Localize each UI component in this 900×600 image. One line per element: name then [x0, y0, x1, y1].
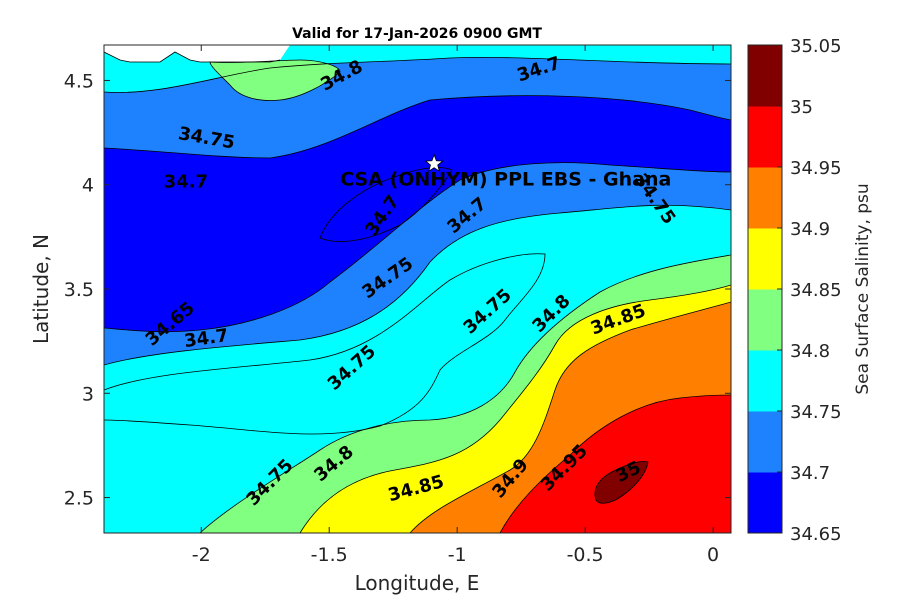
colorbar-swatch	[748, 350, 782, 412]
y-tick-label: 2.5	[64, 488, 94, 510]
band-35-00-35-05	[594, 461, 648, 504]
colorbar-tick-label: 34.75	[790, 402, 842, 423]
x-tick-label: -1	[448, 544, 467, 566]
contour-line	[319, 167, 453, 242]
colorbar-tick-label: 34.65	[790, 524, 842, 545]
colorbar-swatch	[748, 45, 782, 107]
x-axis: -2 -1.5 -1 -0.5 0	[192, 45, 719, 566]
colorbar-label: Sea Surface Salinity, psu	[853, 183, 873, 394]
x-axis-label: Longitude, E	[355, 571, 480, 595]
contour-lines	[104, 51, 731, 533]
site-label: CSA (ONHYM) PPL EBS - Ghana	[340, 168, 671, 190]
contour-line	[104, 95, 731, 159]
x-tick-label: -0.5	[567, 544, 604, 566]
contour-line	[104, 253, 546, 435]
colorbar-swatch	[748, 472, 782, 534]
no-data-region	[104, 45, 290, 62]
y-axis: 2.5 3 3.5 4 4.5	[64, 70, 731, 510]
colorbar: 34.65 34.7 34.75 34.8 34.85 34.9 34.95 35 35.05	[747, 36, 842, 545]
contour-line	[594, 461, 649, 504]
y-tick-label: 4.5	[64, 70, 94, 92]
colorbar-tick-label: 34.85	[790, 280, 842, 301]
contour-line	[299, 284, 731, 533]
x-tick-label: -1.5	[311, 544, 348, 566]
colorbar-swatch	[748, 289, 782, 351]
site-group: CSA (ONHYM) PPL EBS - Ghana	[340, 153, 671, 190]
contour-label: 34.7	[164, 172, 208, 193]
contour-bands	[104, 45, 731, 533]
y-tick-label: 3.5	[64, 279, 94, 301]
colorbar-swatch	[748, 167, 782, 229]
band-34-75-34-80-center	[104, 253, 545, 435]
band-34-65-34-70-tongue	[320, 167, 452, 242]
contour-line	[104, 51, 281, 63]
contour-line	[209, 59, 341, 101]
colorbar-tick-label: 34.8	[790, 341, 830, 362]
band-34-65-34-70-core	[104, 95, 731, 332]
band-34-95-35-00	[500, 395, 731, 533]
contour-line	[104, 57, 731, 93]
contour-line	[199, 254, 731, 533]
colorbar-tick-label: 34.9	[790, 219, 830, 240]
x-tick-label: -2	[192, 544, 211, 566]
y-tick-label: 3	[82, 383, 94, 405]
band-34-80-34-85-top	[210, 60, 340, 101]
site-star-marker	[424, 153, 444, 173]
colorbar-swatch	[748, 228, 782, 290]
chart-title: Valid for 17-Jan-2026 0900 GMT	[292, 26, 542, 42]
colorbar-tick-label: 34.95	[790, 158, 842, 179]
colorbar-tick-label: 35.05	[790, 36, 842, 57]
y-tick-label: 4	[82, 175, 94, 197]
contour-line	[409, 301, 731, 533]
contour-line	[499, 394, 731, 533]
colorbar-swatch	[748, 106, 782, 168]
colorbar-tick-label: 34.7	[790, 463, 830, 484]
y-axis-label: Latitude, N	[29, 234, 53, 344]
colorbar-tick-label: 35	[790, 97, 813, 118]
x-tick-label: 0	[707, 544, 719, 566]
colorbar-swatch	[748, 411, 782, 473]
contour-line	[104, 204, 731, 366]
contour-line	[104, 162, 731, 333]
